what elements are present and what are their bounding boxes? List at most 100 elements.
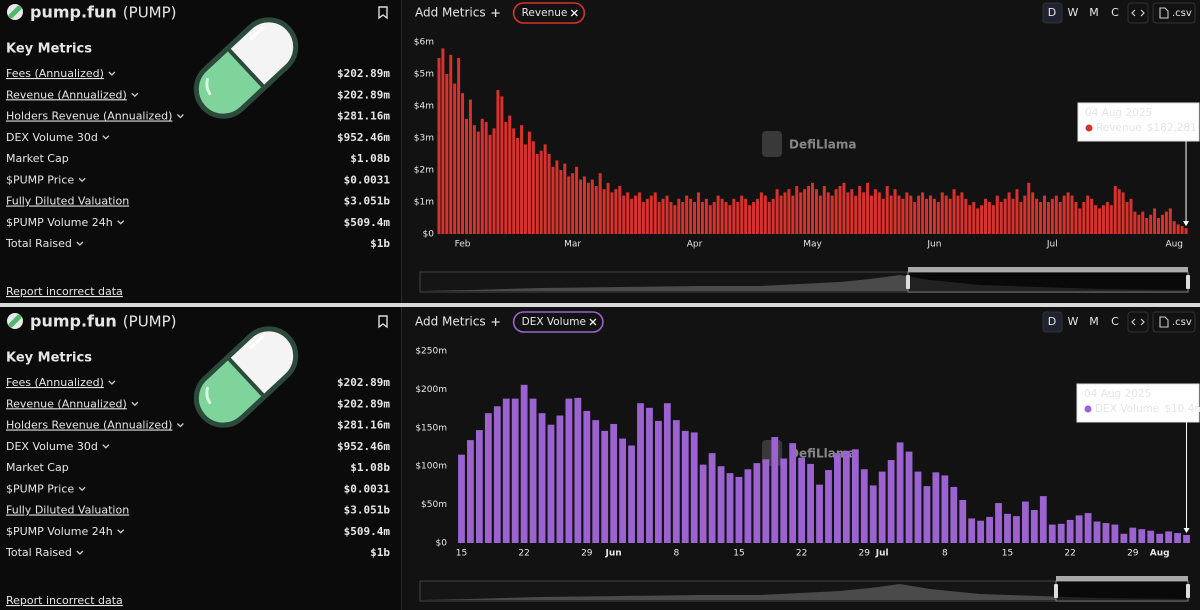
plus-icon[interactable] [491, 9, 500, 17]
metric-label[interactable]: Fees (Annualized) [6, 376, 104, 389]
bar [1062, 195, 1066, 234]
metric-label[interactable]: Fully Diluted Valuation [6, 195, 129, 208]
pill-outline [193, 17, 299, 119]
bar [693, 202, 697, 234]
interval-button[interactable]: D [1048, 6, 1056, 19]
bar [932, 198, 936, 234]
csv-button[interactable] [1152, 2, 1196, 24]
bar [959, 499, 967, 543]
interval-button[interactable]: C [1111, 315, 1119, 328]
bar [484, 413, 492, 543]
dropdown-chevron[interactable] [76, 550, 84, 555]
csv-icon [1159, 316, 1169, 328]
csv-button[interactable] [1152, 311, 1196, 333]
bar [663, 403, 671, 543]
bar [1168, 208, 1172, 234]
pill-shine [205, 386, 212, 405]
interval-selected [1042, 2, 1063, 24]
interval-button[interactable]: W [1068, 315, 1079, 328]
add-metrics[interactable]: Add Metrics [415, 6, 486, 20]
bar [1003, 198, 1007, 234]
interval-button[interactable]: W [1068, 6, 1079, 19]
embed-icon [1131, 9, 1145, 17]
dropdown-chevron[interactable] [117, 220, 125, 225]
bar [732, 198, 736, 234]
dropdown-chevron[interactable] [131, 401, 139, 407]
dropdown-chevron[interactable] [102, 444, 110, 449]
bookmark-icon[interactable] [378, 6, 388, 20]
report-link[interactable]: Report incorrect data [6, 594, 123, 607]
x-tick-label: 15 [733, 549, 744, 559]
dropdown-chevron[interactable] [78, 177, 86, 183]
tooltip-value: $182,281 [1147, 122, 1197, 134]
bar [606, 182, 610, 234]
bar [798, 457, 806, 543]
bookmark-icon[interactable] [378, 315, 388, 329]
metric-chip[interactable] [512, 311, 604, 333]
embed-button[interactable] [1127, 2, 1149, 24]
add-metrics[interactable]: Add Metrics [415, 315, 486, 329]
dropdown-chevron[interactable] [117, 529, 125, 534]
bar [461, 93, 465, 234]
dropdown-chevron[interactable] [108, 380, 116, 385]
bar [538, 413, 546, 543]
tooltip-series: Revenue [1096, 122, 1142, 134]
x-tick-label: Jun [605, 549, 622, 559]
bar [493, 406, 501, 543]
chip-close[interactable] [570, 9, 578, 17]
dropdown-chevron[interactable] [76, 241, 84, 246]
bar [1050, 198, 1054, 234]
x-tick-label: Jul [1046, 240, 1058, 250]
bar [677, 198, 681, 234]
metric-label[interactable]: Holders Revenue (Annualized) [6, 110, 172, 123]
dropdown-chevron[interactable] [131, 92, 139, 98]
chip-close[interactable] [589, 318, 597, 326]
dropdown-chevron[interactable] [176, 423, 184, 428]
metric-label[interactable]: Revenue (Annualized) [6, 397, 127, 410]
dropdown-chevron[interactable] [108, 71, 116, 76]
x-tick-label: Jun [926, 240, 941, 250]
bar [816, 484, 823, 543]
bar [1042, 195, 1046, 234]
bar [502, 398, 510, 543]
bar [467, 440, 474, 543]
metric-label[interactable]: Fully Diluted Valuation [6, 504, 129, 517]
bar [653, 192, 657, 234]
bar [1082, 202, 1086, 234]
range-navigator[interactable] [419, 267, 1190, 293]
metric-label[interactable]: Revenue (Annualized) [6, 88, 127, 101]
interval-button[interactable]: D [1048, 315, 1056, 328]
bar [437, 58, 441, 234]
metric-value: $202.89m [337, 397, 390, 410]
metric-label[interactable]: Fees (Annualized) [6, 67, 104, 80]
bar [582, 176, 586, 234]
x-tick-label: Jul [875, 549, 889, 559]
dropdown-chevron[interactable] [78, 486, 86, 492]
dropdown-chevron[interactable] [102, 135, 110, 140]
bar [860, 469, 868, 543]
interval-button[interactable]: C [1111, 6, 1119, 19]
bar [807, 186, 811, 234]
tooltip-box [1076, 383, 1200, 423]
bar [896, 442, 904, 543]
interval-button[interactable]: M [1089, 6, 1099, 19]
bar [755, 198, 759, 234]
bar [1111, 524, 1119, 543]
bar [771, 437, 779, 543]
report-link[interactable]: Report incorrect data [6, 285, 123, 298]
tooltip-arrow [1183, 528, 1190, 534]
range-navigator[interactable] [419, 576, 1190, 602]
plus-icon[interactable] [491, 318, 500, 326]
embed-button[interactable] [1127, 311, 1149, 333]
bar [511, 398, 519, 543]
dropdown-chevron[interactable] [176, 114, 184, 119]
bar [866, 182, 870, 234]
bar [921, 192, 925, 234]
metric-chip[interactable] [512, 2, 586, 24]
interval-button[interactable]: M [1089, 315, 1099, 328]
metric-label[interactable]: Holders Revenue (Annualized) [6, 419, 172, 432]
panel: pump.fun (PUMP) Key Metrics Fees (Annualize… [0, 0, 1200, 303]
bar [917, 195, 921, 234]
bar [641, 202, 645, 234]
pill-white-half [227, 328, 296, 397]
